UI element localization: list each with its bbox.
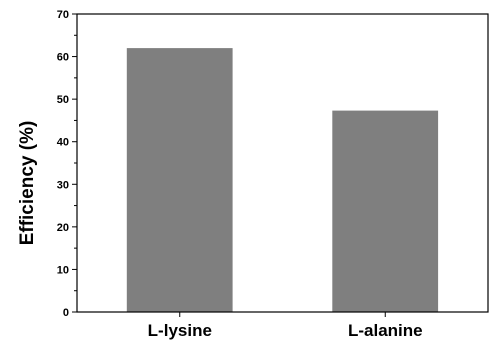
x-tick-label: L-lysine (148, 321, 212, 340)
y-axis-title: Efficiency (%) (17, 121, 38, 246)
y-tick-label: 20 (57, 222, 69, 234)
y-tick-label: 0 (63, 307, 69, 319)
y-tick-label: 50 (57, 94, 69, 106)
bar-l-alanine (332, 110, 439, 312)
y-tick-label: 10 (57, 264, 69, 276)
axes-layer (72, 13, 489, 317)
bars-layer (126, 48, 439, 312)
y-tick-label: 60 (57, 52, 69, 64)
x-tick-label: L-alanine (348, 321, 423, 340)
labels-layer: L-lysine L-alanine 0 10 20 30 40 50 60 70 (57, 9, 423, 340)
y-tick-label: 70 (57, 9, 69, 21)
y-tick-label: 30 (57, 179, 69, 191)
y-tick-label: 40 (57, 137, 69, 149)
bar-l-lysine (126, 48, 233, 312)
